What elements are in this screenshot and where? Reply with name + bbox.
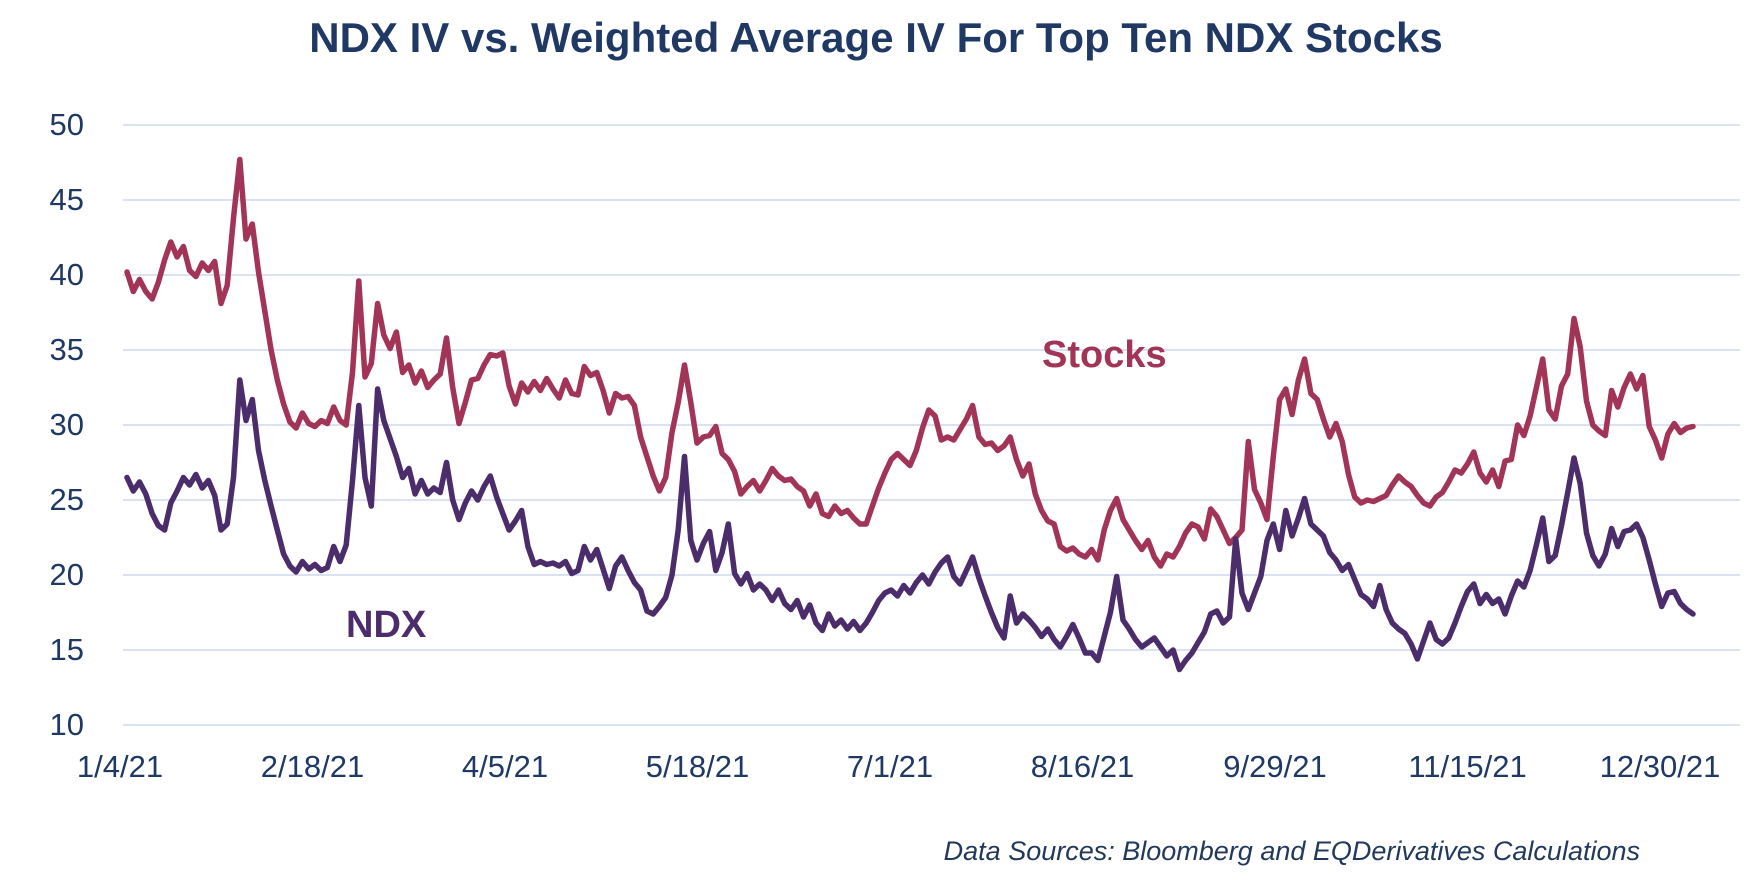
x-tick-label: 11/15/21: [1408, 749, 1527, 784]
ndx-series-label: NDX: [346, 604, 427, 646]
stocks-line: [124, 156, 1696, 569]
y-tick-label: 35: [49, 332, 84, 367]
y-tick-label: 25: [49, 482, 84, 517]
x-tick-label: 5/18/21: [645, 749, 750, 784]
y-tick-label: 10: [49, 707, 84, 742]
data-source-note: Data Sources: Bloomberg and EQDerivative…: [943, 836, 1640, 866]
x-tick-label: 7/1/21: [846, 749, 934, 784]
x-tick-label: 8/16/21: [1030, 749, 1135, 784]
y-tick-label: 40: [49, 257, 84, 292]
y-tick-label: 30: [49, 407, 84, 442]
x-tick-label: 4/5/21: [461, 749, 549, 784]
y-tick-label: 20: [49, 557, 84, 592]
y-tick-label: 15: [49, 632, 84, 667]
x-tick-label: 2/18/21: [260, 749, 365, 784]
x-tick-label: 9/29/21: [1223, 749, 1327, 784]
y-tick-label: 45: [49, 182, 84, 217]
ndx-line: [124, 377, 1696, 673]
y-tick-label: 50: [49, 107, 84, 142]
stocks-series-label: Stocks: [1042, 334, 1167, 376]
x-tick-label: 12/30/21: [1599, 749, 1721, 784]
x-tick-label: 1/4/21: [76, 749, 164, 784]
chart-title: NDX IV vs. Weighted Average IV For Top T…: [309, 14, 1443, 61]
